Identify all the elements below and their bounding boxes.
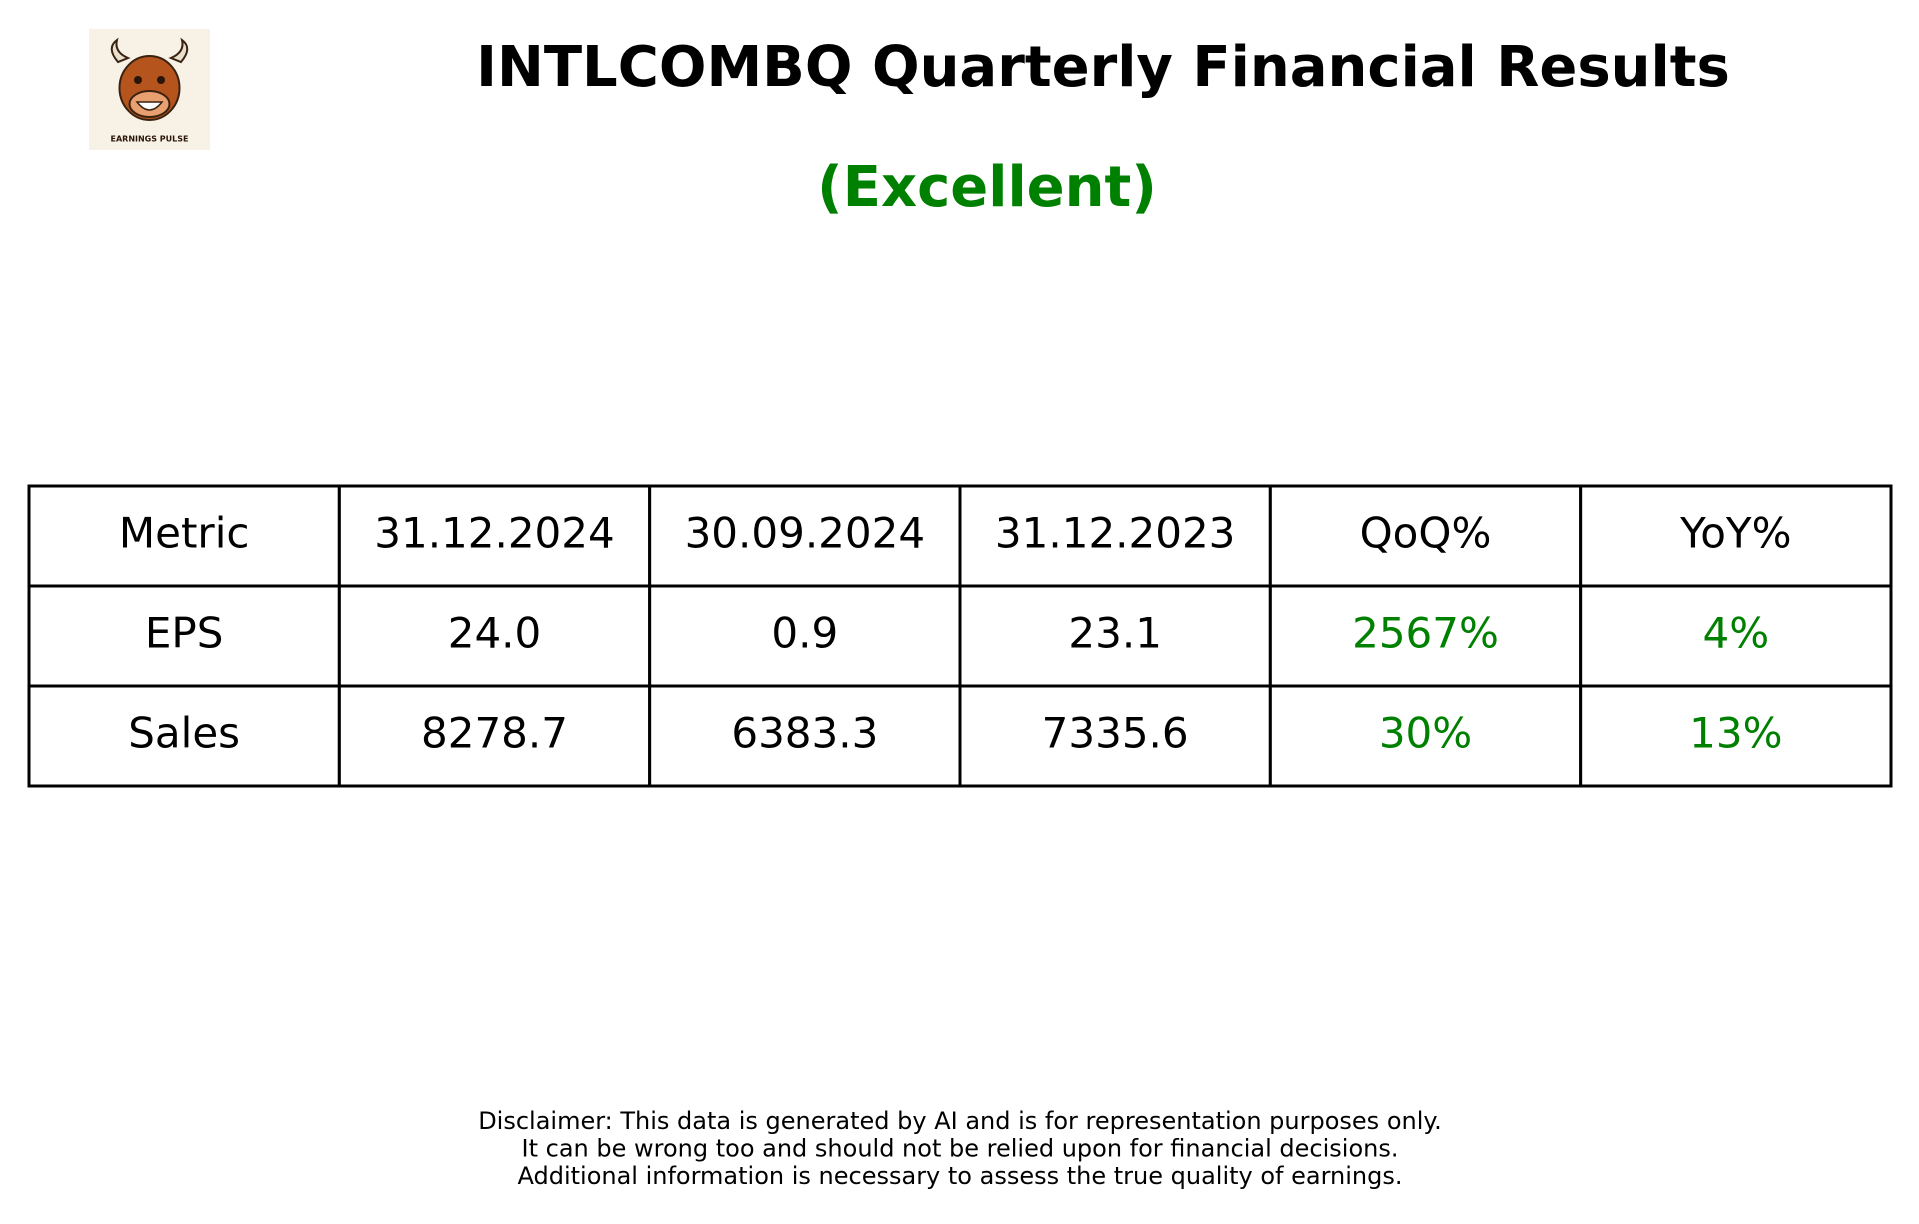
row-label: Sales [128,709,240,758]
logo-text: EARNINGS PULSE [111,135,189,144]
cell-value: 24.0 [448,609,542,658]
logo-eye [157,76,165,84]
table-cell [1579,584,1893,688]
logo-horn [168,37,189,64]
page-title: INTLCOMBQ Quarterly Financial Results [476,35,1730,100]
disclaimer-line: Additional information is necessary to a… [517,1162,1402,1190]
table-cell [337,684,652,788]
cell-value: 2567% [1352,609,1499,658]
header-cell [1579,484,1893,588]
cell-value: 30% [1379,709,1472,758]
column-header: 31.12.2024 [374,509,614,558]
disclaimer-line: It can be wrong too and should not be re… [522,1135,1399,1163]
column-header: 30.09.2024 [685,509,925,558]
column-header: YoY% [1679,509,1791,558]
table-cell [27,684,341,788]
results-table: Metric 31.12.2024 30.09.2024 31.12.2023 QoQ%… [27,484,1893,788]
column-header: QoQ% [1360,509,1492,558]
logo-horn [110,37,131,64]
cell-value: 4% [1703,609,1770,658]
header-cell [648,484,962,588]
cell-value: 13% [1689,709,1782,758]
column-header: 31.12.2023 [995,509,1235,558]
table-cell [1579,684,1893,788]
header-cell [27,484,341,588]
disclaimer: Disclaimer: This data is generated by AI… [478,1107,1442,1190]
cell-value: 0.9 [771,609,838,658]
logo-eye [134,76,142,84]
disclaimer-line: Disclaimer: This data is generated by AI… [478,1107,1442,1135]
table-cell [648,584,962,688]
rating: (Excellent) [817,155,1157,220]
table-cell [1268,684,1583,788]
header-cell [337,484,652,588]
header-cell [958,484,1272,588]
cell-value: 8278.7 [421,709,568,758]
cell-value: 23.1 [1068,609,1162,658]
cell-value: 7335.6 [1042,709,1189,758]
column-header: Metric [119,509,250,558]
row-label: EPS [145,609,224,658]
cell-value: 6383.3 [731,709,878,758]
logo-mouth [135,101,164,111]
table-cell [1268,584,1583,688]
table-cell [648,684,962,788]
logo: EARNINGS PULSE [89,29,210,150]
